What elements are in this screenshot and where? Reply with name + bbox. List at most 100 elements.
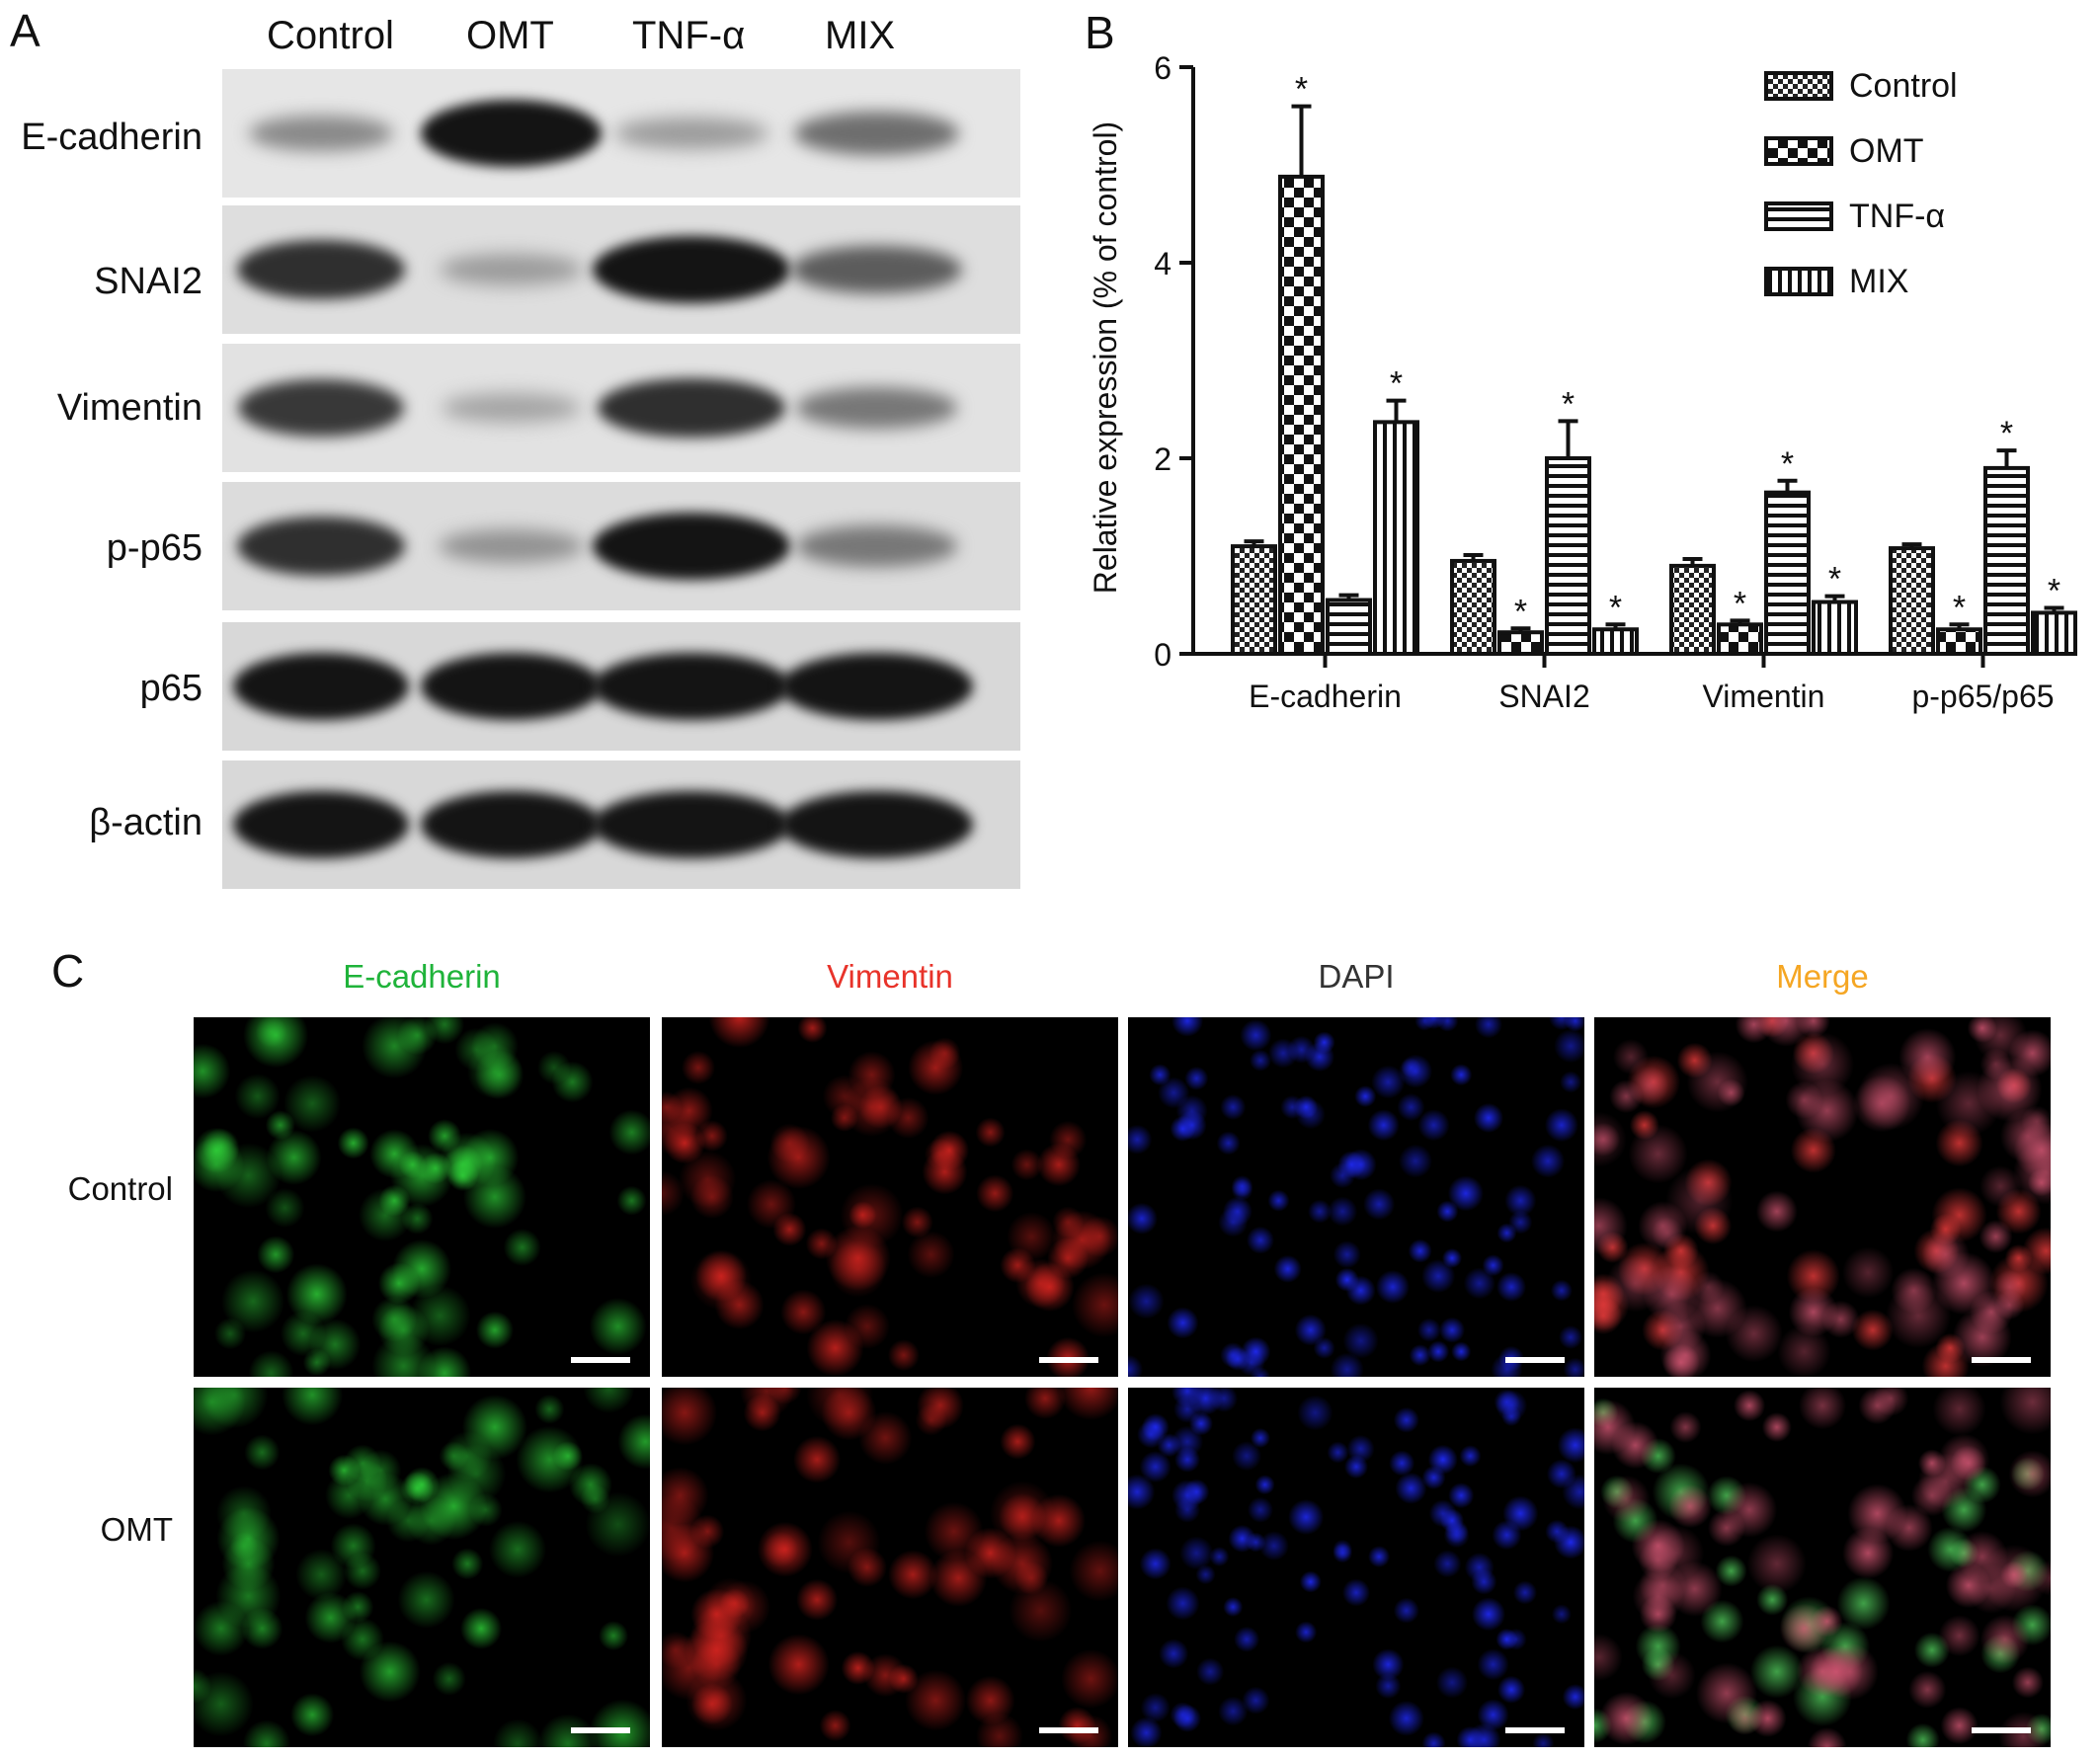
y-axis-label: Relative expression (% of control) [1088, 121, 1123, 594]
if-row-label-omt: OMT [100, 1511, 173, 1548]
scale-bar [571, 1357, 630, 1363]
significance-star: * [1781, 445, 1794, 483]
if-column-label: DAPI [1318, 958, 1395, 995]
scale-bar [1505, 1727, 1565, 1733]
blot-band [420, 100, 603, 167]
blot-strip [222, 482, 1020, 610]
significance-star: * [1514, 593, 1527, 630]
micrograph-e-cadherin-omt [194, 1388, 650, 1747]
lane-label-omt: OMT [466, 14, 554, 57]
if-column-label: Vimentin [827, 958, 953, 995]
panel-letter-c: C [51, 945, 85, 997]
bar [1373, 420, 1419, 656]
significance-star: * [1734, 585, 1746, 622]
significance-star: * [2000, 415, 2013, 452]
blot-strip [222, 205, 1020, 334]
micrograph-dapi-control [1128, 1017, 1584, 1377]
bar [1764, 490, 1811, 656]
blot-band [249, 115, 393, 152]
micrograph-merge-omt [1594, 1388, 2051, 1747]
significance-star: * [2048, 572, 2060, 609]
scale-bar [1505, 1357, 1565, 1363]
y-tick-label: 4 [1154, 246, 1171, 281]
blot-band [236, 516, 406, 577]
lane-label-mix: MIX [825, 14, 896, 57]
significance-star: * [1295, 71, 1308, 109]
blot-band [420, 791, 603, 858]
bar [1450, 558, 1496, 657]
legend-swatch [1764, 71, 1833, 101]
blot-band [593, 513, 790, 580]
bar [1812, 600, 1858, 657]
micrograph-dapi-omt [1128, 1388, 1584, 1747]
x-tick-label: p-p65/p65 [1911, 679, 2054, 714]
blot-band [794, 112, 959, 155]
blot-band [593, 236, 790, 303]
significance-star: * [1828, 561, 1841, 599]
scale-bar [571, 1727, 630, 1733]
significance-star: * [1390, 365, 1403, 403]
chart-axes: 0 2 4 6 E-cadherin SNAI2 Vimentin p-p65/p65 [1154, 50, 2074, 714]
bar [1231, 544, 1277, 656]
if-column-label: Merge [1776, 958, 1869, 995]
micrograph-vimentin-omt [662, 1388, 1118, 1747]
bar [2031, 610, 2077, 656]
bar [1669, 563, 1716, 657]
blot-band [440, 254, 583, 285]
micrograph-vimentin-control [662, 1017, 1118, 1377]
blot-band [597, 377, 786, 439]
bar [1278, 174, 1325, 656]
blot-row-label: β-actin [89, 802, 202, 843]
blot-band [232, 791, 410, 858]
lane-label-control: Control [267, 14, 394, 57]
blot-row-label: SNAI2 [94, 261, 202, 302]
blot-band [593, 791, 790, 858]
blot-band [232, 653, 410, 720]
x-tick-label: SNAI2 [1498, 679, 1589, 714]
y-tick-label: 6 [1154, 50, 1171, 86]
scale-bar [1972, 1727, 2031, 1733]
blot-row-label: E-cadherin [21, 117, 202, 158]
panel-letter-a: A [10, 5, 40, 56]
bar [1545, 456, 1591, 656]
blot-band [613, 118, 769, 149]
blot-band [236, 239, 406, 300]
blot-strip [222, 760, 1020, 889]
blot-band [795, 525, 958, 567]
blot-band [593, 653, 790, 720]
blot-band [780, 791, 973, 858]
legend-swatch [1764, 267, 1833, 296]
blot-band [441, 393, 582, 423]
legend-label: TNF-α [1849, 198, 1945, 235]
bar [1326, 598, 1372, 656]
legend-label: OMT [1849, 132, 1924, 170]
legend-swatch [1764, 136, 1833, 166]
significance-star: * [1562, 385, 1575, 423]
significance-star: * [1609, 589, 1622, 626]
scale-bar [1972, 1357, 2031, 1363]
x-tick-label: E-cadherin [1249, 679, 1402, 714]
x-tick-label: Vimentin [1703, 679, 1825, 714]
lane-label-tnf: TNF-α [632, 14, 746, 57]
bar [1983, 465, 2030, 656]
y-tick-label: 0 [1154, 637, 1171, 673]
blot-row-labels: E-cadherin SNAI2 Vimentin p-p65 p65 β-ac… [0, 0, 202, 909]
micrograph-merge-control [1594, 1017, 2051, 1377]
blot-band [237, 378, 405, 438]
scale-bar [1039, 1357, 1098, 1363]
chart-legend: Control OMT TNF-α MIX [1764, 67, 1958, 300]
legend-label: MIX [1849, 263, 1908, 300]
blot-strip [222, 344, 1020, 472]
bar [1497, 630, 1544, 656]
bar [1889, 546, 1935, 657]
blot-band [791, 245, 962, 294]
if-column-label: E-cadherin [343, 958, 501, 995]
blot-band [780, 653, 973, 720]
if-row-label-control: Control [67, 1170, 173, 1207]
blot-row-label: Vimentin [56, 387, 202, 429]
blot-strip [222, 69, 1020, 198]
panel-letter-b: B [1085, 7, 1115, 58]
chart-bars: * * * * * * * * * * * [1231, 71, 2077, 657]
blot-row-label: p65 [139, 668, 202, 709]
bar [1936, 627, 1982, 656]
